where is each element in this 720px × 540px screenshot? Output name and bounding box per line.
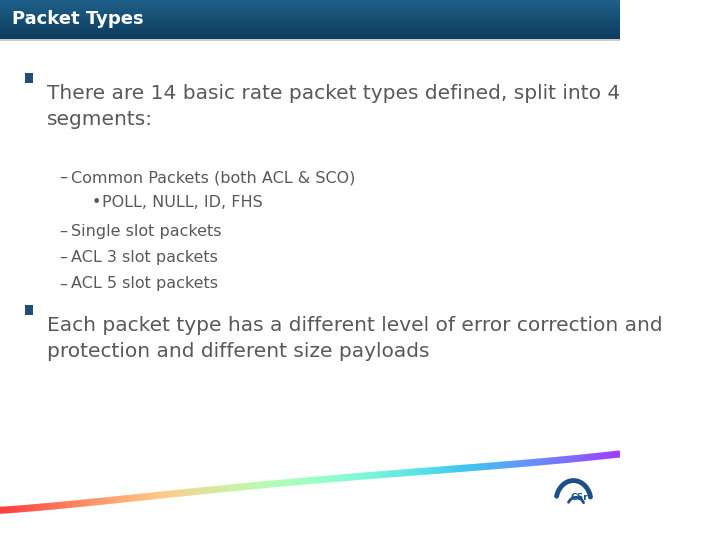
Text: POLL, NULL, ID, FHS: POLL, NULL, ID, FHS (102, 195, 263, 211)
Bar (0, 23, 620, 24)
Bar (0, 26, 620, 27)
Bar (0, 10, 620, 11)
Bar (0, 35, 620, 36)
Text: •: • (91, 195, 101, 211)
Bar (0, 6, 620, 7)
Bar (0, 28, 620, 29)
Bar (0, 29, 620, 30)
Bar (0, 3, 620, 4)
Bar (0, 15, 620, 16)
Bar (0, 8, 620, 9)
Text: CSr: CSr (571, 494, 588, 502)
Text: Single slot packets: Single slot packets (71, 224, 222, 239)
Bar (0, 33, 620, 34)
Bar (0, 27, 620, 28)
Bar (0, 14, 620, 15)
Bar (0, 18, 620, 19)
Bar (0, 17, 620, 18)
Bar (0, 32, 620, 33)
Bar (0, 4, 620, 5)
Bar (0, 16, 620, 17)
Bar (0, 39, 620, 40)
Bar (0, 2, 620, 3)
Bar (0, 12, 620, 14)
Text: –: – (59, 224, 67, 239)
Bar (0, 9, 620, 10)
Bar (24, 305, 33, 315)
Bar (0, 22, 620, 23)
Text: ACL 5 slot packets: ACL 5 slot packets (71, 276, 218, 292)
Text: –: – (59, 250, 67, 265)
Bar (0, 7, 620, 8)
Text: Common Packets (both ACL & SCO): Common Packets (both ACL & SCO) (71, 170, 356, 185)
Bar (0, 5, 620, 6)
Bar (0, 1, 620, 2)
Bar (0, 0, 620, 1)
Bar (0, 25, 620, 26)
Bar (0, 34, 620, 35)
Text: –: – (59, 276, 67, 292)
Bar (24, 73, 33, 83)
Text: Each packet type has a different level of error correction and
protection and di: Each packet type has a different level o… (47, 316, 662, 361)
Bar (0, 36, 620, 37)
Bar (0, 24, 620, 25)
Text: ACL 3 slot packets: ACL 3 slot packets (71, 250, 218, 265)
Text: Packet Types: Packet Types (12, 10, 144, 29)
Bar (0, 21, 620, 22)
Bar (0, 38, 620, 39)
Text: There are 14 basic rate packet types defined, split into 4
segments:: There are 14 basic rate packet types def… (47, 84, 621, 129)
Bar (0, 31, 620, 32)
Bar (0, 19, 620, 21)
Bar (0, 30, 620, 31)
Text: –: – (59, 170, 67, 185)
Bar (0, 37, 620, 38)
Bar (0, 11, 620, 12)
